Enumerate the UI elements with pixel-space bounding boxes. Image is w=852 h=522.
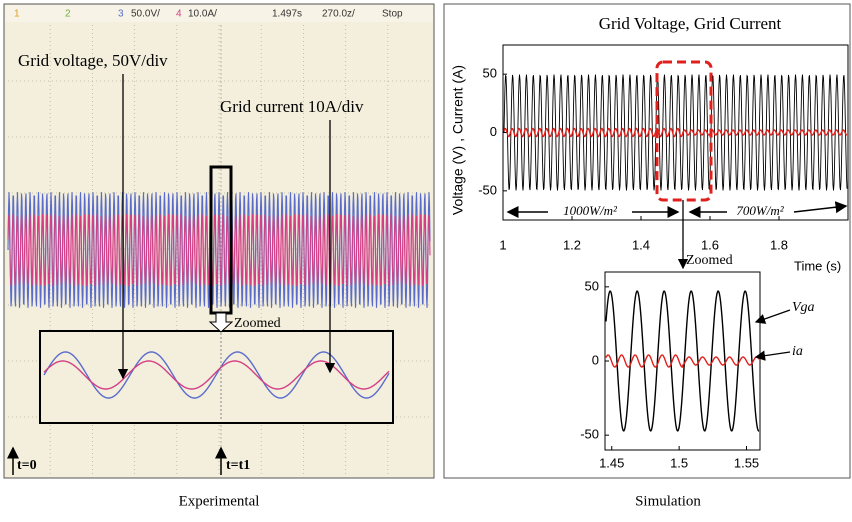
x-tick-label: 1.2 [563,237,581,252]
time-base: 1.497s [272,9,302,20]
legend-label: ia [792,344,803,359]
channel-label: 4 [176,9,182,20]
x-tick-label: 1.55 [734,455,759,470]
caption: Simulation [635,493,701,509]
channel-scale: 10.0A/ [188,9,217,20]
x-tick-label: 1.4 [632,237,650,252]
y-tick-label: 0 [592,352,599,367]
zoom-box [40,331,393,423]
y-axis-label: Voltage (V) , Current (A) [450,65,466,215]
x-tick-label: 1.45 [599,455,624,470]
figure: 1 2 3 50.0V/ 4 10.0A/ 1.497s 270.0z/ Sto… [0,0,852,522]
y-tick-label: 0 [490,124,497,139]
x-tick-label: 1.5 [670,455,688,470]
annotation: 1000W/m² [563,203,618,218]
annotation: Grid current 10A/div [220,97,364,116]
chart-title: Grid Voltage, Grid Current [599,14,782,33]
legend-label: Vga [792,300,815,315]
channel-label: 3 [118,9,124,20]
y-tick-label: -50 [580,427,599,442]
channel-label: 2 [65,9,71,20]
annotation: 700W/m² [736,203,784,218]
x-tick-label: 1 [499,237,506,252]
run-state: Stop [382,9,403,20]
plot-area [605,272,760,450]
y-tick-label: -50 [478,182,497,197]
y-tick-label: 50 [483,66,497,81]
annotation: Zoomed [234,316,281,331]
x-tick-label: 1.8 [770,237,788,252]
channel-label: 1 [14,9,20,20]
zoom-title: Zoomed [686,253,733,268]
x-axis-label: Time (s) [794,258,841,273]
annotation: t=t1 [226,458,250,473]
trigger: 270.0z/ [322,9,355,20]
x-tick-label: 1.6 [701,237,719,252]
channel-scale: 50.0V/ [131,9,160,20]
caption: Experimental [179,493,260,509]
y-tick-label: 50 [585,278,599,293]
annotation: Grid voltage, 50V/div [18,51,168,70]
annotation: t=0 [17,458,37,473]
